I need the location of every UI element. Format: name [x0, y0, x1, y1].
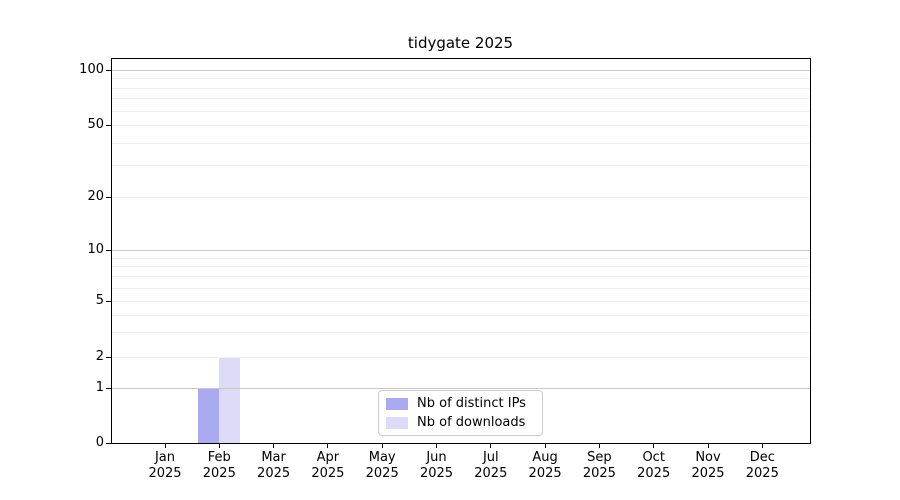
legend-swatch-downloads — [386, 417, 408, 429]
gridline-minor — [112, 98, 810, 99]
y-tick-label: 10 — [0, 242, 104, 258]
y-tick-label: 2 — [0, 349, 104, 365]
x-tick-label: Jun2025 — [407, 450, 467, 482]
x-tick — [653, 444, 654, 448]
x-tick-label: Oct2025 — [624, 450, 684, 482]
gridline-major — [112, 388, 810, 389]
x-tick-label-month: Mar — [244, 450, 304, 466]
x-tick — [436, 444, 437, 448]
y-tick — [106, 301, 111, 302]
x-tick-label-month: Jan — [135, 450, 195, 466]
x-tick — [545, 444, 546, 448]
x-tick — [327, 444, 328, 448]
x-tick-label-month: Dec — [732, 450, 792, 466]
x-tick-label: Feb2025 — [189, 450, 249, 482]
gridline-minor — [112, 276, 810, 277]
x-tick-label-year: 2025 — [678, 466, 738, 482]
gridline-minor — [112, 266, 810, 267]
x-tick-label-month: Sep — [569, 450, 629, 466]
y-tick — [106, 125, 111, 126]
x-tick — [273, 444, 274, 448]
x-tick-label-month: Jul — [461, 450, 521, 466]
gridline-minor — [112, 78, 810, 79]
x-tick-label-month: Nov — [678, 450, 738, 466]
x-tick-label-month: Aug — [515, 450, 575, 466]
gridline-minor — [112, 301, 810, 302]
x-tick — [490, 444, 491, 448]
x-tick — [165, 444, 166, 448]
x-tick — [762, 444, 763, 448]
x-tick — [219, 444, 220, 448]
plot-area: Nb of distinct IPs Nb of downloads — [111, 58, 811, 444]
y-tick-label: 20 — [0, 189, 104, 205]
y-tick — [106, 443, 111, 444]
legend-item-downloads: Nb of downloads — [386, 415, 542, 430]
y-tick-label: 100 — [0, 62, 104, 78]
grid-layer — [112, 59, 810, 443]
x-tick-label-year: 2025 — [624, 466, 684, 482]
y-tick — [106, 388, 111, 389]
x-tick-label-year: 2025 — [569, 466, 629, 482]
x-tick — [382, 444, 383, 448]
y-tick-label: 5 — [0, 293, 104, 309]
gridline-minor — [112, 111, 810, 112]
gridline-minor — [112, 288, 810, 289]
gridline-minor — [112, 88, 810, 89]
y-tick — [106, 250, 111, 251]
y-tick — [106, 357, 111, 358]
x-tick-label: Mar2025 — [244, 450, 304, 482]
y-tick-label: 0 — [0, 435, 104, 451]
x-tick-label: Sep2025 — [569, 450, 629, 482]
x-tick-label-year: 2025 — [135, 466, 195, 482]
x-tick-label-year: 2025 — [298, 466, 358, 482]
gridline-minor — [112, 332, 810, 333]
gridline-minor — [112, 125, 810, 126]
legend-label-downloads: Nb of downloads — [417, 415, 525, 430]
x-tick — [708, 444, 709, 448]
legend-label-distinct-ips: Nb of distinct IPs — [417, 396, 526, 411]
x-tick-label: Nov2025 — [678, 450, 738, 482]
gridline-major — [112, 250, 810, 251]
legend-item-distinct-ips: Nb of distinct IPs — [386, 396, 542, 411]
legend: Nb of distinct IPs Nb of downloads — [378, 390, 543, 436]
gridline-minor — [112, 258, 810, 259]
x-tick-label: May2025 — [352, 450, 412, 482]
x-tick-label: Dec2025 — [732, 450, 792, 482]
x-tick — [599, 444, 600, 448]
x-tick-label-month: Jun — [407, 450, 467, 466]
y-tick — [106, 70, 111, 71]
x-tick-label-month: Apr — [298, 450, 358, 466]
x-tick-label-year: 2025 — [244, 466, 304, 482]
y-tick-label: 50 — [0, 117, 104, 133]
x-tick-label-month: Oct — [624, 450, 684, 466]
x-tick-label-year: 2025 — [461, 466, 521, 482]
chart-figure: tidygate 2025 Nb of distinct IPs Nb of d… — [0, 0, 900, 500]
x-tick-label-month: May — [352, 450, 412, 466]
x-tick-label: Jan2025 — [135, 450, 195, 482]
gridline-minor — [112, 143, 810, 144]
y-tick — [106, 197, 111, 198]
x-tick-label-year: 2025 — [189, 466, 249, 482]
gridline-major — [112, 70, 810, 71]
y-tick-label: 1 — [0, 380, 104, 396]
x-tick-label: Aug2025 — [515, 450, 575, 482]
legend-swatch-distinct-ips — [386, 398, 408, 410]
x-tick-label: Apr2025 — [298, 450, 358, 482]
gridline-minor — [112, 197, 810, 198]
x-tick-label: Jul2025 — [461, 450, 521, 482]
x-tick-label-year: 2025 — [352, 466, 412, 482]
x-tick-label-year: 2025 — [515, 466, 575, 482]
x-tick-label-month: Feb — [189, 450, 249, 466]
gridline-minor — [112, 357, 810, 358]
gridline-minor — [112, 165, 810, 166]
x-tick-label-year: 2025 — [407, 466, 467, 482]
chart-title: tidygate 2025 — [111, 34, 810, 52]
gridline-minor — [112, 315, 810, 316]
x-tick-label-year: 2025 — [732, 466, 792, 482]
